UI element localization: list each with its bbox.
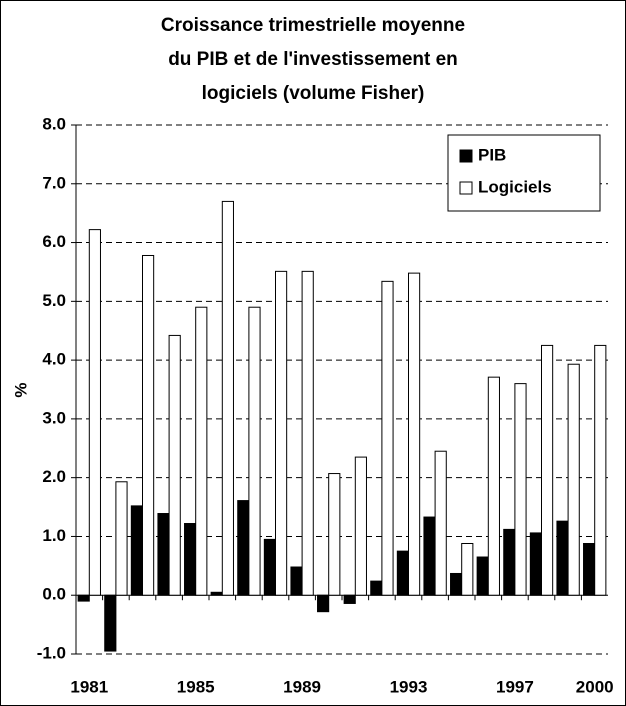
bar: [541, 344, 554, 596]
bar: [210, 591, 223, 596]
y-tick-label: 5.0: [42, 291, 66, 310]
bar: [88, 229, 101, 596]
bar: [157, 513, 170, 596]
legend-swatch: [459, 149, 473, 163]
bar: [514, 383, 527, 596]
bar: [130, 505, 144, 596]
bar: [221, 200, 234, 596]
y-tick-label: 6.0: [42, 232, 66, 251]
bar: [556, 520, 569, 596]
x-tick-label: 1985: [177, 677, 215, 696]
bar: [583, 542, 596, 596]
bar: [237, 500, 250, 596]
chart-title: Croissance trimestrielle moyenne: [161, 15, 465, 36]
bar: [567, 363, 580, 596]
bar: [476, 556, 489, 596]
bar: [461, 542, 474, 596]
bar: [248, 306, 261, 596]
bar: [184, 523, 197, 596]
bar: [381, 280, 394, 596]
bar: [275, 270, 288, 596]
bar: [434, 450, 447, 596]
legend-label: Logiciels: [478, 177, 552, 196]
y-tick-label: 0.0: [42, 585, 66, 604]
y-tick-label: 7.0: [42, 173, 66, 192]
bar: [142, 254, 155, 596]
bar: [77, 594, 90, 602]
x-tick-label: 1993: [390, 677, 428, 696]
bar: [354, 456, 367, 596]
bar: [195, 306, 208, 596]
x-tick-label: 1981: [70, 677, 108, 696]
x-tick-label: 1997: [496, 677, 534, 696]
bar: [343, 594, 356, 604]
bar: [115, 481, 128, 596]
bar: [301, 270, 314, 596]
chart-title: du PIB et de l'investissement en: [168, 49, 458, 70]
chart-title: logiciels (volume Fisher): [202, 83, 425, 104]
y-tick-label: 4.0: [42, 350, 66, 369]
y-tick-label: 8.0: [42, 114, 66, 133]
y-tick-label: 1.0: [42, 526, 66, 545]
y-tick-label: 2.0: [42, 467, 66, 486]
bar: [487, 376, 500, 596]
legend-label: PIB: [478, 145, 506, 164]
y-tick-label: 3.0: [42, 408, 66, 427]
x-tick-label: 2000: [576, 677, 614, 696]
bar: [529, 532, 543, 596]
bar: [168, 334, 181, 596]
bar: [370, 580, 383, 596]
bar: [503, 528, 516, 596]
legend-box: [447, 134, 601, 212]
y-tick-label: -1.0: [37, 643, 66, 662]
bar: [317, 594, 330, 613]
bar: [263, 538, 277, 596]
legend-swatch: [459, 181, 473, 195]
bar: [396, 550, 410, 596]
bar: [594, 344, 607, 596]
bar: [290, 566, 303, 596]
bar: [450, 572, 463, 596]
y-axis-label: %: [11, 382, 30, 397]
bar: [328, 473, 341, 596]
bar: [104, 594, 117, 652]
x-tick-label: 1989: [283, 677, 321, 696]
bar: [408, 272, 421, 596]
bar: [423, 516, 436, 596]
